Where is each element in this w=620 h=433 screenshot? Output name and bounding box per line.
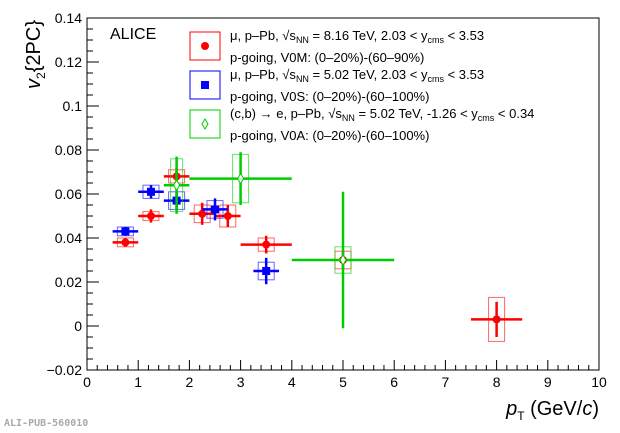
data-point	[262, 267, 271, 275]
x-tick-label: 9	[544, 374, 552, 390]
data-point	[198, 209, 207, 218]
legend-sublabel: p-going, V0S: (0–20%)-(60–100%)	[230, 89, 429, 104]
data-point	[147, 187, 155, 196]
legend-box	[189, 31, 221, 61]
y-tick-label: 0.08	[55, 142, 82, 158]
data-point	[262, 240, 271, 249]
data-point	[121, 238, 130, 247]
data-point	[121, 227, 130, 236]
watermark: ALI-PUB-560010	[4, 418, 89, 429]
x-tick-label: 2	[186, 374, 194, 390]
y-tick-label: 0.02	[55, 274, 82, 290]
data-point	[339, 254, 347, 266]
data-point	[173, 179, 181, 192]
data-point	[237, 172, 245, 185]
legend-marker	[201, 42, 209, 50]
x-tick-label: 0	[83, 374, 91, 390]
x-tick-label: 5	[339, 374, 347, 390]
x-tick-label: 3	[237, 374, 245, 390]
data-point	[211, 205, 219, 214]
legend-label: (c,b) → e, p–Pb, √sNN = 5.02 TeV, -1.26 …	[230, 106, 534, 123]
y-tick-label: 0.1	[63, 98, 83, 114]
data-point	[147, 212, 155, 220]
x-tick-label: 4	[288, 374, 296, 390]
legend-sublabel: p-going, V0A: (0–20%)-(60–100%)	[230, 128, 429, 143]
legend-sublabel: p-going, V0M: (0–20%)-(60–90%)	[230, 50, 424, 65]
legend-marker	[201, 118, 209, 130]
x-axis-label: pT (GeV/c)	[505, 398, 599, 423]
y-tick-label: 0.06	[55, 186, 82, 202]
legend-label: μ, p–Pb, √sNN = 5.02 TeV, 2.03 < ycms < …	[230, 67, 484, 84]
experiment-label: ALICE	[110, 26, 157, 43]
legend-box	[189, 109, 221, 139]
legend-box	[189, 70, 221, 100]
x-tick-label: 7	[442, 374, 450, 390]
x-tick-label: 1	[134, 374, 142, 390]
x-tick-label: 8	[493, 374, 501, 390]
legend-marker	[201, 81, 209, 89]
y-tick-label: −0.02	[47, 362, 83, 378]
y-axis-label: v2{2PC}	[23, 20, 48, 89]
y-tick-label: 0.14	[55, 10, 82, 26]
y-tick-label: 0.12	[55, 54, 82, 70]
data-point	[223, 212, 232, 220]
x-tick-label: 10	[591, 374, 607, 390]
data-point	[492, 315, 501, 324]
x-tick-label: 6	[390, 374, 398, 390]
y-tick-label: 0.04	[55, 230, 82, 246]
y-tick-label: 0	[74, 318, 82, 334]
legend-label: μ, p–Pb, √sNN = 8.16 TeV, 2.03 < ycms < …	[230, 28, 484, 45]
